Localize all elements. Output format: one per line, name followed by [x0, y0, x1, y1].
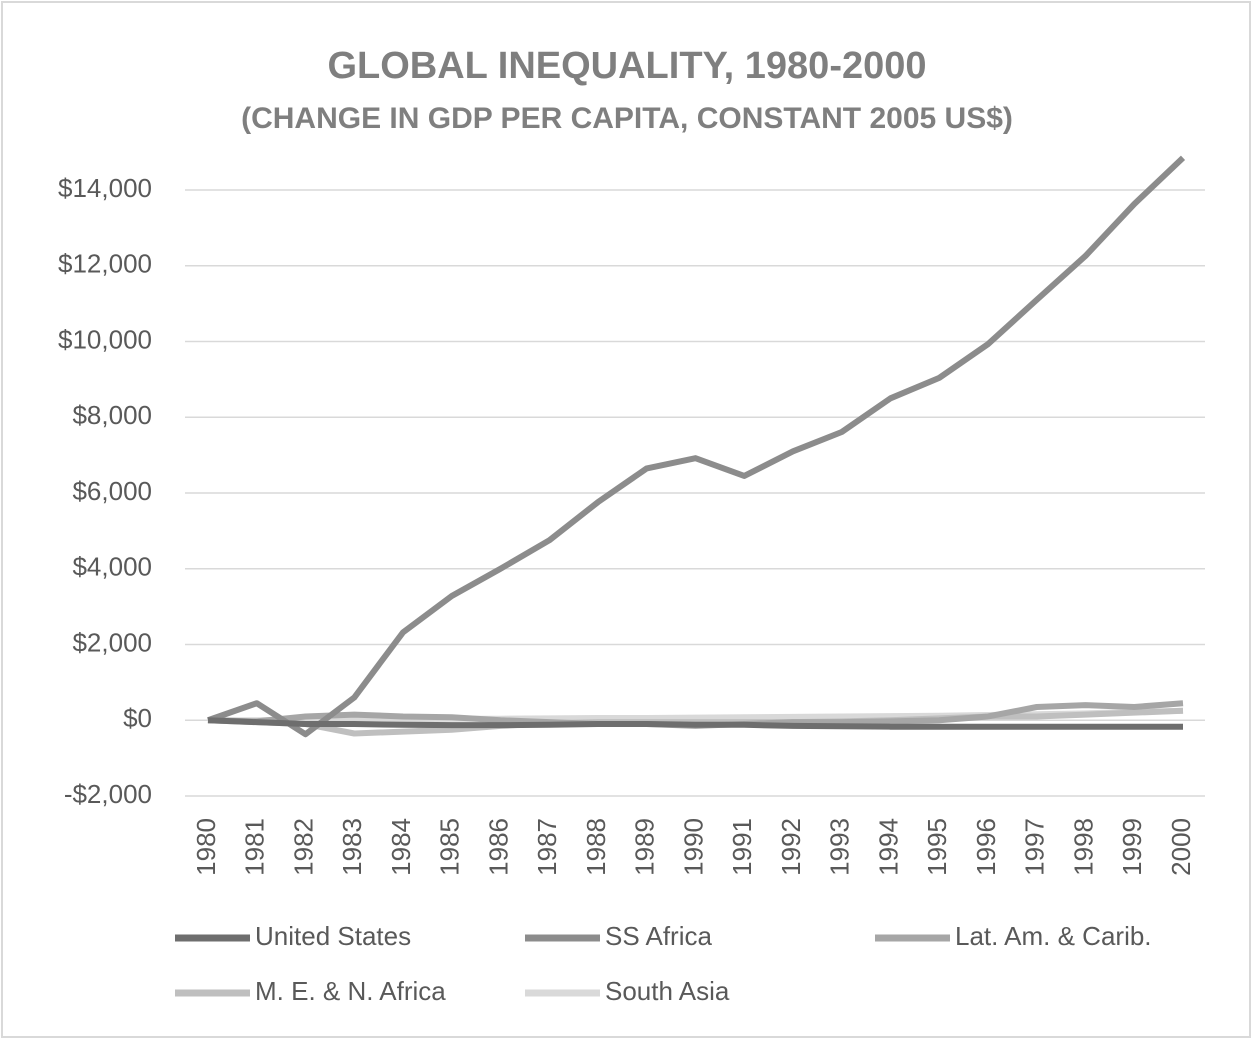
x-tick-label: 1998	[1068, 818, 1098, 876]
chart-title: GLOBAL INEQUALITY, 1980-2000	[327, 45, 926, 87]
x-tick-label: 2000	[1166, 818, 1196, 876]
legend-label: Lat. Am. & Carib.	[955, 921, 1152, 951]
x-tick-label: 1986	[483, 818, 513, 876]
y-tick-label: $0	[123, 703, 152, 733]
x-tick-label: 1987	[532, 818, 562, 876]
y-tick-label: $12,000	[58, 249, 152, 279]
y-tick-label: $10,000	[58, 324, 152, 354]
series-line	[207, 717, 1183, 730]
y-tick-label: $4,000	[72, 552, 152, 582]
x-tick-label: 1995	[922, 818, 952, 876]
x-tick-label: 1991	[727, 818, 757, 876]
legend-label: M. E. & N. Africa	[255, 976, 446, 1006]
x-tick-label: 1982	[288, 818, 318, 876]
x-tick-label: 1994	[873, 818, 903, 876]
y-tick-label: -$2,000	[64, 779, 152, 809]
y-tick-label: $14,000	[58, 173, 152, 203]
x-tick-label: 1984	[386, 818, 416, 876]
x-tick-label: 1985	[435, 818, 465, 876]
series-line	[207, 155, 1186, 738]
x-tick-label: 1980	[191, 818, 221, 876]
x-tick-label: 1990	[678, 818, 708, 876]
x-tick-label: 1999	[1117, 818, 1147, 876]
y-tick-label: $2,000	[72, 627, 152, 657]
x-tick-label: 1993	[825, 818, 855, 876]
legend-label: United States	[255, 921, 411, 951]
chart-subtitle: (CHANGE IN GDP PER CAPITA, CONSTANT 2005…	[241, 102, 1013, 135]
y-tick-label: $6,000	[72, 476, 152, 506]
legend-label: South Asia	[605, 976, 730, 1006]
x-tick-label: 1996	[971, 818, 1001, 876]
x-tick-label: 1992	[776, 818, 806, 876]
x-tick-label: 1997	[1020, 818, 1050, 876]
x-tick-label: 1983	[337, 818, 367, 876]
y-tick-label: $8,000	[72, 400, 152, 430]
x-tick-label: 1981	[240, 818, 270, 876]
x-tick-label: 1989	[630, 818, 660, 876]
x-tick-label: 1988	[581, 818, 611, 876]
legend-label: SS Africa	[605, 921, 712, 951]
